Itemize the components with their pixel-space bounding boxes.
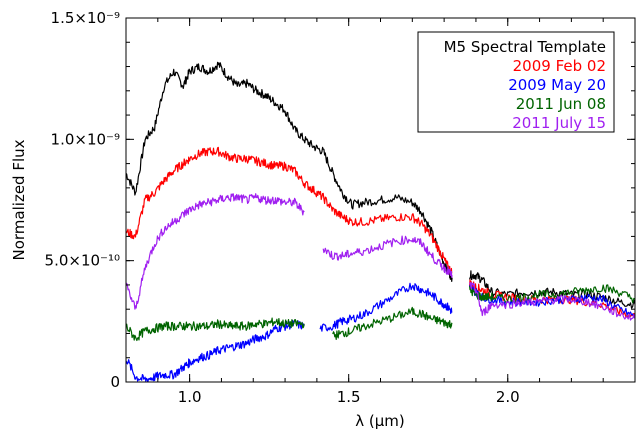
y-tick-label: 1.0×10⁻⁹ (51, 130, 120, 148)
x-axis-title: λ (μm) (355, 412, 405, 430)
y-tick-label: 1.5×10⁻⁹ (51, 9, 120, 27)
legend-entry-3: 2009 May 20 (508, 76, 606, 94)
legend-entry-5: 2011 July 15 (512, 114, 606, 132)
series-line-2 (126, 146, 635, 318)
legend-entry-4: 2011 Jun 08 (516, 95, 606, 113)
legend-box (417, 31, 615, 133)
series-line-4 (126, 284, 635, 342)
y-tick-label: 0 (110, 373, 120, 391)
x-tick-label: 1.0 (178, 388, 202, 406)
legend-entry-1: M5 Spectral Template (444, 38, 606, 56)
tick-layer: 1.0 1.5 2.0 0 5.0×10⁻¹⁰ 1.0×10⁻⁹ 1.5×10⁻⁹ (45, 9, 636, 406)
y-tick-label: 5.0×10⁻¹⁰ (45, 252, 120, 270)
legend: M5 Spectral Template 2009 Feb 02 2009 Ma… (417, 31, 615, 133)
legend-entry-2: 2009 Feb 02 (513, 57, 606, 75)
series-line-3 (126, 282, 635, 382)
x-tick-label: 2.0 (496, 388, 520, 406)
series-layer (126, 61, 635, 382)
x-tick-label: 1.5 (337, 388, 361, 406)
series-line-5 (126, 193, 635, 321)
y-axis-title: Normalized Flux (10, 139, 28, 260)
